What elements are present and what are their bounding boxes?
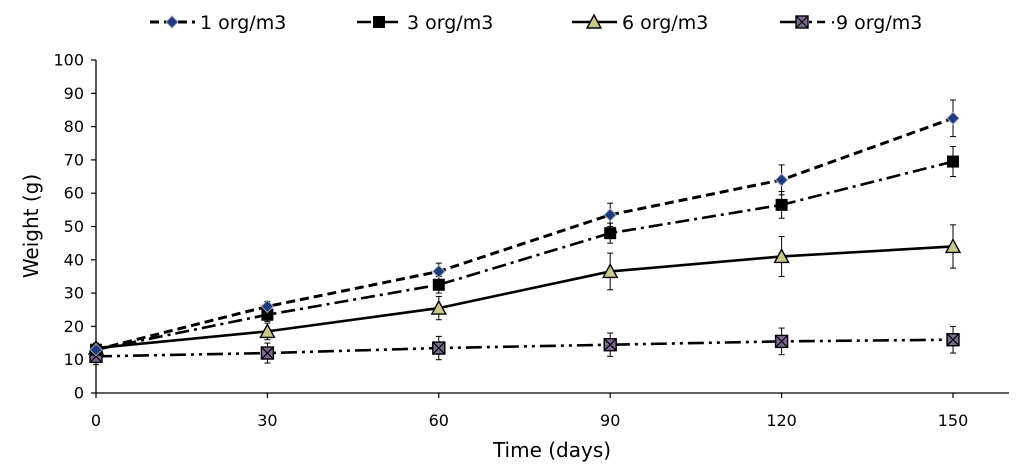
data-point-marker — [432, 264, 446, 279]
series-line — [95, 116, 954, 352]
x-tick-label: 0 — [91, 411, 101, 430]
data-point-marker — [944, 238, 962, 254]
y-tick-label: 40 — [64, 250, 84, 269]
y-tick-label: 80 — [64, 117, 84, 136]
y-tick-label: 100 — [53, 51, 84, 70]
data-point-marker — [260, 299, 275, 314]
data-point-marker — [430, 299, 447, 315]
data-point-marker — [260, 346, 275, 360]
x-axis-title: Time (days) — [492, 438, 611, 462]
x-ticks: 0 30 60 90 120 150 — [91, 393, 968, 430]
data-point-marker — [775, 198, 788, 211]
x-tick-label: 120 — [766, 411, 797, 430]
y-tick-label: 10 — [64, 350, 84, 369]
series-1 — [89, 99, 960, 357]
legend-item-2: 3 org/m3 — [357, 12, 493, 34]
data-point-marker — [774, 334, 789, 349]
legend-marker — [585, 13, 603, 29]
legend-item-3: 6 org/m3 — [572, 12, 708, 34]
legend-label: 3 org/m3 — [407, 12, 493, 34]
legend-marker — [373, 16, 385, 28]
data-point-marker — [946, 333, 960, 347]
legend-label: 6 org/m3 — [622, 12, 708, 34]
y-axis-title: Weight (g) — [19, 174, 43, 278]
data-point-marker — [603, 338, 617, 352]
y-ticks: 0 10 20 30 40 50 60 70 80 90 100 — [53, 51, 96, 403]
series-line — [95, 245, 954, 350]
axes — [95, 60, 1009, 394]
legend-label: 1 org/m3 — [200, 12, 286, 34]
y-tick-label: 50 — [64, 217, 84, 236]
x-tick-label: 30 — [257, 411, 277, 430]
x-tick-label: 150 — [938, 411, 969, 430]
series-4 — [89, 325, 960, 366]
data-point-marker — [89, 343, 103, 357]
data-point-marker — [947, 155, 959, 168]
x-tick-label: 60 — [429, 411, 449, 430]
y-tick-label: 0 — [74, 384, 84, 403]
legend-marker — [795, 15, 809, 29]
legend: 1 org/m3 3 org/m3 6 org/m3 ·9 org/m3 — [150, 12, 922, 34]
y-tick-label: 70 — [64, 150, 84, 169]
data-point-marker — [774, 173, 789, 187]
legend-item-4: ·9 org/m3 — [780, 12, 922, 34]
series-3 — [87, 224, 962, 355]
plot-area — [87, 99, 962, 366]
series-line — [95, 160, 954, 351]
legend-item-1: 1 org/m3 — [150, 12, 286, 34]
data-point-marker — [604, 227, 617, 240]
data-point-marker — [773, 247, 790, 264]
series-2 — [90, 146, 959, 356]
data-point-marker — [602, 262, 619, 279]
series-line — [95, 338, 954, 358]
legend-label: ·9 org/m3 — [830, 12, 922, 34]
y-tick-label: 90 — [64, 84, 84, 103]
data-point-marker — [603, 208, 617, 222]
y-tick-label: 30 — [64, 284, 84, 303]
legend-marker — [165, 15, 179, 29]
data-point-marker — [432, 341, 446, 355]
y-tick-label: 60 — [64, 184, 84, 203]
data-point-marker — [946, 111, 960, 125]
data-point-marker — [432, 278, 445, 291]
x-tick-label: 90 — [600, 411, 620, 430]
y-tick-label: 20 — [64, 317, 84, 336]
data-point-marker — [259, 322, 276, 339]
